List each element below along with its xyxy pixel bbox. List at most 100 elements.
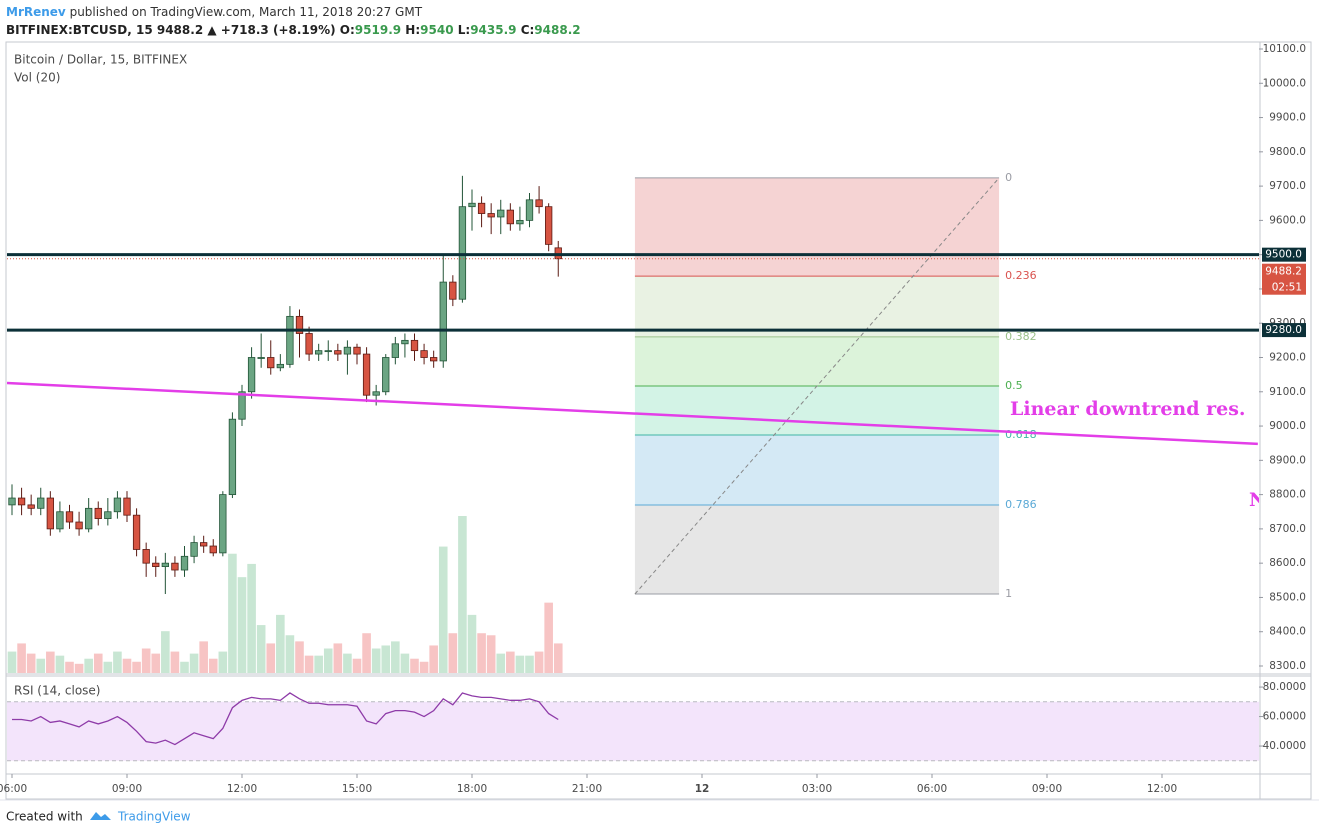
- candle-body: [315, 350, 323, 355]
- candle-body: [477, 202, 486, 214]
- change: ▲ +718.3 (+8.19%): [207, 23, 335, 37]
- candle-body: [449, 281, 457, 300]
- x-tick-label: 09:00: [112, 783, 142, 795]
- l-label: L:: [458, 23, 470, 37]
- x-tick-label: 12: [695, 783, 710, 795]
- volume-bar: [534, 651, 544, 673]
- tv-logo: [90, 812, 111, 820]
- candle-body: [27, 504, 35, 509]
- y-tick-label: 9200.0: [1269, 352, 1306, 364]
- trendline: [7, 381, 1258, 446]
- candle-body: [458, 206, 467, 300]
- fib-zone: [634, 336, 1000, 386]
- fib-level-label: 0.618: [1005, 428, 1036, 441]
- candle-body: [113, 497, 122, 513]
- volume-bar: [113, 651, 122, 673]
- volume-bar: [419, 661, 429, 673]
- volume-bar: [170, 651, 180, 673]
- candle-body: [200, 542, 208, 547]
- candle-body: [209, 545, 217, 554]
- volume-bar: [46, 651, 55, 673]
- volume-bar: [506, 651, 515, 673]
- volume-bar: [151, 653, 161, 673]
- fib-level-label: 0.382: [1005, 330, 1036, 343]
- hline-price-label: 9280.0: [1265, 324, 1302, 336]
- candle-body: [286, 315, 294, 365]
- y-tick-label: 8400.0: [1269, 626, 1306, 638]
- x-tick-label: 06:00: [917, 783, 947, 795]
- candle-body: [353, 346, 361, 355]
- volume-bar: [36, 658, 46, 673]
- candle-body: [238, 391, 246, 420]
- publisher[interactable]: MrRenev: [6, 5, 66, 19]
- volume-bar: [7, 651, 17, 673]
- candle-body: [324, 350, 332, 353]
- y-tick-label: 10100.0: [1263, 43, 1306, 55]
- countdown: 02:51: [1272, 282, 1302, 294]
- fib-zone: [634, 385, 1000, 436]
- volume-bar: [141, 648, 151, 673]
- x-tick-label: 06:00: [0, 783, 27, 795]
- candle-body: [257, 357, 265, 359]
- volume-bar: [84, 658, 93, 673]
- volume-bar: [314, 655, 323, 673]
- quote-line: BITFINEX:BTCUSD, 15 9488.2 ▲ +718.3 (+8.…: [6, 23, 581, 37]
- volume-bar: [486, 635, 496, 673]
- fib-zone: [634, 177, 1000, 277]
- rsi-tick-label: 80.0000: [1263, 681, 1306, 693]
- volume-bar: [26, 653, 36, 673]
- y-tick-label: 9700.0: [1269, 180, 1306, 192]
- fib-level-label: 0.5: [1005, 379, 1023, 392]
- volume-bar: [343, 653, 352, 673]
- volume-bar: [458, 516, 467, 673]
- volume-bar: [391, 641, 400, 673]
- candle-body: [439, 281, 447, 362]
- volume-bar: [525, 655, 534, 673]
- volume-bar: [553, 643, 563, 673]
- fib-level-label: 0.786: [1005, 498, 1036, 511]
- x-tick-label: 18:00: [457, 783, 487, 795]
- candle-body: [410, 339, 419, 352]
- volume-bar: [189, 653, 199, 673]
- hline-price-box: [1262, 247, 1306, 262]
- candle-body: [334, 350, 342, 355]
- footer-brand[interactable]: TradingView: [117, 810, 191, 824]
- candle-body: [487, 213, 495, 218]
- volume-label: Vol (20): [14, 71, 60, 85]
- volume-bar: [180, 661, 189, 673]
- o-label: O:: [340, 23, 355, 37]
- c-label: C:: [521, 23, 535, 37]
- volume-bar: [496, 653, 506, 673]
- volume-bar: [247, 563, 256, 673]
- volume-bar: [93, 653, 103, 673]
- candle-body: [276, 363, 284, 369]
- candle-body: [37, 497, 45, 509]
- volume-bar: [381, 645, 391, 673]
- fib-zone: [634, 435, 1000, 505]
- candle-body: [75, 521, 83, 530]
- trendline-label: Linear downtrend res.: [1010, 398, 1246, 420]
- volume-bar: [122, 658, 132, 673]
- y-tick-label: 9100.0: [1269, 386, 1306, 398]
- volume-bar: [266, 643, 276, 673]
- volume-bar: [467, 614, 477, 673]
- volume-bar: [65, 661, 74, 673]
- candle-body: [94, 507, 102, 520]
- candle-body: [85, 507, 93, 530]
- rsi-band: [7, 701, 1259, 761]
- volume-bar: [352, 658, 362, 673]
- y-tick-label: 10000.0: [1263, 77, 1306, 89]
- trendline-cut-label: N: [1249, 489, 1266, 511]
- price-pane: 0 0.236 0.382 0.5 0.618 0.786 1 Linear downtren…: [7, 171, 1266, 673]
- candle-body: [104, 511, 112, 520]
- x-tick-label: 12:00: [227, 783, 257, 795]
- volume-bar: [132, 661, 141, 673]
- volume-bar: [17, 643, 26, 673]
- rsi-line: [12, 692, 559, 746]
- y-tick-label: 8500.0: [1269, 591, 1306, 603]
- l-value: 9435.9: [470, 23, 516, 37]
- volume-bar: [276, 614, 285, 673]
- volume-bar: [161, 631, 170, 673]
- y-tick-label: 8600.0: [1269, 557, 1306, 569]
- x-tick-label: 21:00: [572, 783, 602, 795]
